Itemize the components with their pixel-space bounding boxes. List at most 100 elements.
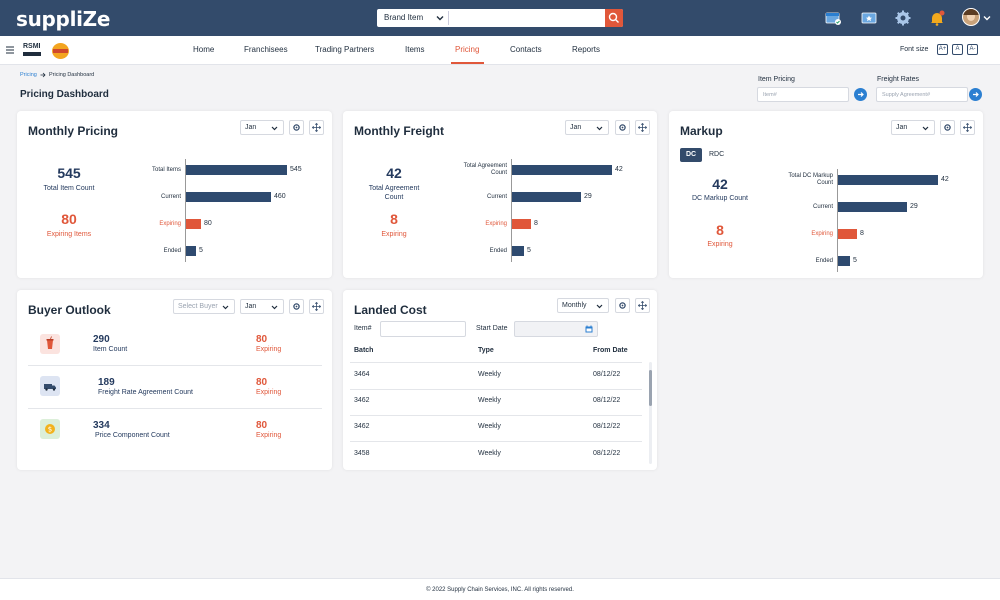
freight-rate-expiring-label: Expiring — [256, 389, 282, 396]
bar[interactable] — [186, 219, 201, 229]
chevron-down-icon — [596, 126, 603, 131]
buyer-outlook-title: Buyer Outlook — [28, 303, 111, 317]
tab-dc[interactable]: DC — [680, 148, 702, 162]
bar[interactable] — [512, 192, 581, 202]
font-decrease-button[interactable]: A- — [967, 44, 978, 55]
hamburger-menu-icon[interactable] — [6, 46, 14, 54]
bar-label: Total Agreement Count — [463, 163, 507, 176]
markup-move-button[interactable] — [960, 120, 975, 135]
bar-value: 42 — [615, 166, 623, 173]
bar[interactable] — [838, 175, 938, 185]
settings-gear-icon[interactable] — [894, 9, 912, 27]
buyer-outlook-row[interactable] — [28, 326, 322, 366]
buyer-outlook-move-button[interactable] — [309, 299, 324, 314]
price-component-expiring-value: 80 — [256, 420, 268, 431]
column-header-batch[interactable]: Batch — [354, 347, 374, 354]
freight-rates-go-button[interactable] — [969, 88, 982, 101]
arrow-right-icon — [858, 92, 864, 97]
dollar-coin-icon: $ — [40, 419, 60, 439]
bar[interactable] — [186, 246, 196, 256]
bar[interactable] — [512, 246, 524, 256]
monthly-pricing-move-button[interactable] — [309, 120, 324, 135]
chevron-down-icon — [596, 304, 603, 309]
monthly-freight-card — [343, 111, 657, 278]
brand-logo — [52, 43, 69, 59]
bar[interactable] — [838, 256, 850, 266]
bar[interactable] — [838, 202, 907, 212]
bar-label: Current — [160, 194, 181, 200]
monthly-pricing-month-select[interactable]: Jan — [240, 120, 284, 135]
table-scrollbar[interactable] — [649, 362, 652, 464]
font-default-button[interactable]: A — [952, 44, 963, 55]
landed-cost-period-select[interactable]: Monthly — [557, 298, 609, 313]
landed-cost-settings-button[interactable] — [615, 298, 630, 313]
nav-items[interactable]: Items — [405, 45, 425, 54]
monthly-freight-settings-button[interactable] — [615, 120, 630, 135]
monthly-freight-month-select[interactable]: Jan — [565, 120, 609, 135]
nav-trading-partners[interactable]: Trading Partners — [315, 45, 375, 54]
landed-cost-move-button[interactable] — [635, 298, 650, 313]
price-component-count-label: Price Component Count — [95, 432, 170, 439]
item-number-input[interactable] — [380, 321, 466, 337]
app-logo[interactable]: suppliZe — [16, 7, 111, 31]
calendar-check-icon[interactable] — [824, 9, 842, 27]
column-header-from-date[interactable]: From Date — [593, 347, 628, 354]
calendar-icon[interactable] — [585, 325, 593, 333]
buyer-outlook-month-select[interactable]: Jan — [240, 299, 284, 314]
start-date-input[interactable] — [514, 321, 598, 337]
table-cell-type: Weekly — [478, 450, 501, 457]
buyer-outlook-settings-button[interactable] — [289, 299, 304, 314]
gear-icon — [619, 124, 626, 131]
monthly-pricing-settings-button[interactable] — [289, 120, 304, 135]
nav-franchisees[interactable]: Franchisees — [244, 45, 288, 54]
chevron-down-icon — [271, 305, 278, 310]
chart-axis — [837, 169, 838, 272]
nav-pricing[interactable]: Pricing — [455, 45, 480, 54]
item-pricing-go-button[interactable] — [854, 88, 867, 101]
user-avatar[interactable] — [962, 8, 980, 26]
freight-rate-count-label: Freight Rate Agreement Count — [98, 389, 193, 396]
search-scope-select[interactable]: Brand Item — [384, 13, 424, 22]
bar-label: Total DC Markup Count — [788, 173, 833, 186]
markup-settings-button[interactable] — [940, 120, 955, 135]
nav-home[interactable]: Home — [193, 45, 215, 54]
nav-reports[interactable]: Reports — [572, 45, 601, 54]
month-value: Jan — [570, 124, 582, 131]
notification-bell-icon[interactable] — [928, 9, 946, 27]
total-item-count-value: 545 — [57, 165, 81, 181]
bar-value: 42 — [941, 176, 949, 183]
markup-month-select[interactable]: Jan — [891, 120, 935, 135]
freight-expiring-value: 8 — [390, 211, 398, 227]
nav-contacts[interactable]: Contacts — [510, 45, 542, 54]
select-buyer-dropdown[interactable]: Select Buyer — [173, 299, 235, 314]
column-header-type[interactable]: Type — [478, 347, 494, 354]
total-agreement-count-label: Total Agreement Count — [368, 185, 420, 201]
markup-expiring-label: Expiring — [707, 241, 733, 248]
search-button[interactable] — [605, 9, 623, 27]
buyer-outlook-row[interactable] — [28, 366, 322, 409]
bar[interactable] — [512, 165, 612, 175]
bar-label: Ended — [489, 248, 507, 254]
breadcrumb-pricing-link[interactable]: Pricing — [20, 72, 37, 78]
drink-cup-icon — [40, 334, 60, 354]
breadcrumb-arrow-icon — [40, 72, 46, 78]
gear-icon — [293, 124, 300, 131]
bar[interactable] — [838, 229, 857, 239]
table-cell-from-date: 08/12/22 — [593, 450, 621, 457]
font-increase-button[interactable]: A+ — [937, 44, 948, 55]
month-value: Jan — [896, 124, 908, 131]
tab-rdc[interactable]: RDC — [709, 151, 725, 158]
month-value: Jan — [245, 124, 257, 131]
account-menu-chevron-icon[interactable] — [982, 13, 992, 23]
star-card-icon[interactable] — [860, 9, 878, 27]
bar[interactable] — [186, 165, 287, 175]
bar[interactable] — [186, 192, 271, 202]
freight-rates-input[interactable]: Supply Agreement# — [876, 87, 968, 102]
bar-value: 8 — [860, 230, 864, 237]
bar[interactable] — [512, 219, 531, 229]
search-bar[interactable]: Brand Item — [377, 9, 623, 27]
arrow-right-icon — [973, 92, 979, 97]
total-item-count-label: Total Item Count — [43, 185, 95, 192]
item-pricing-input[interactable]: Item# — [757, 87, 849, 102]
monthly-freight-move-button[interactable] — [635, 120, 650, 135]
